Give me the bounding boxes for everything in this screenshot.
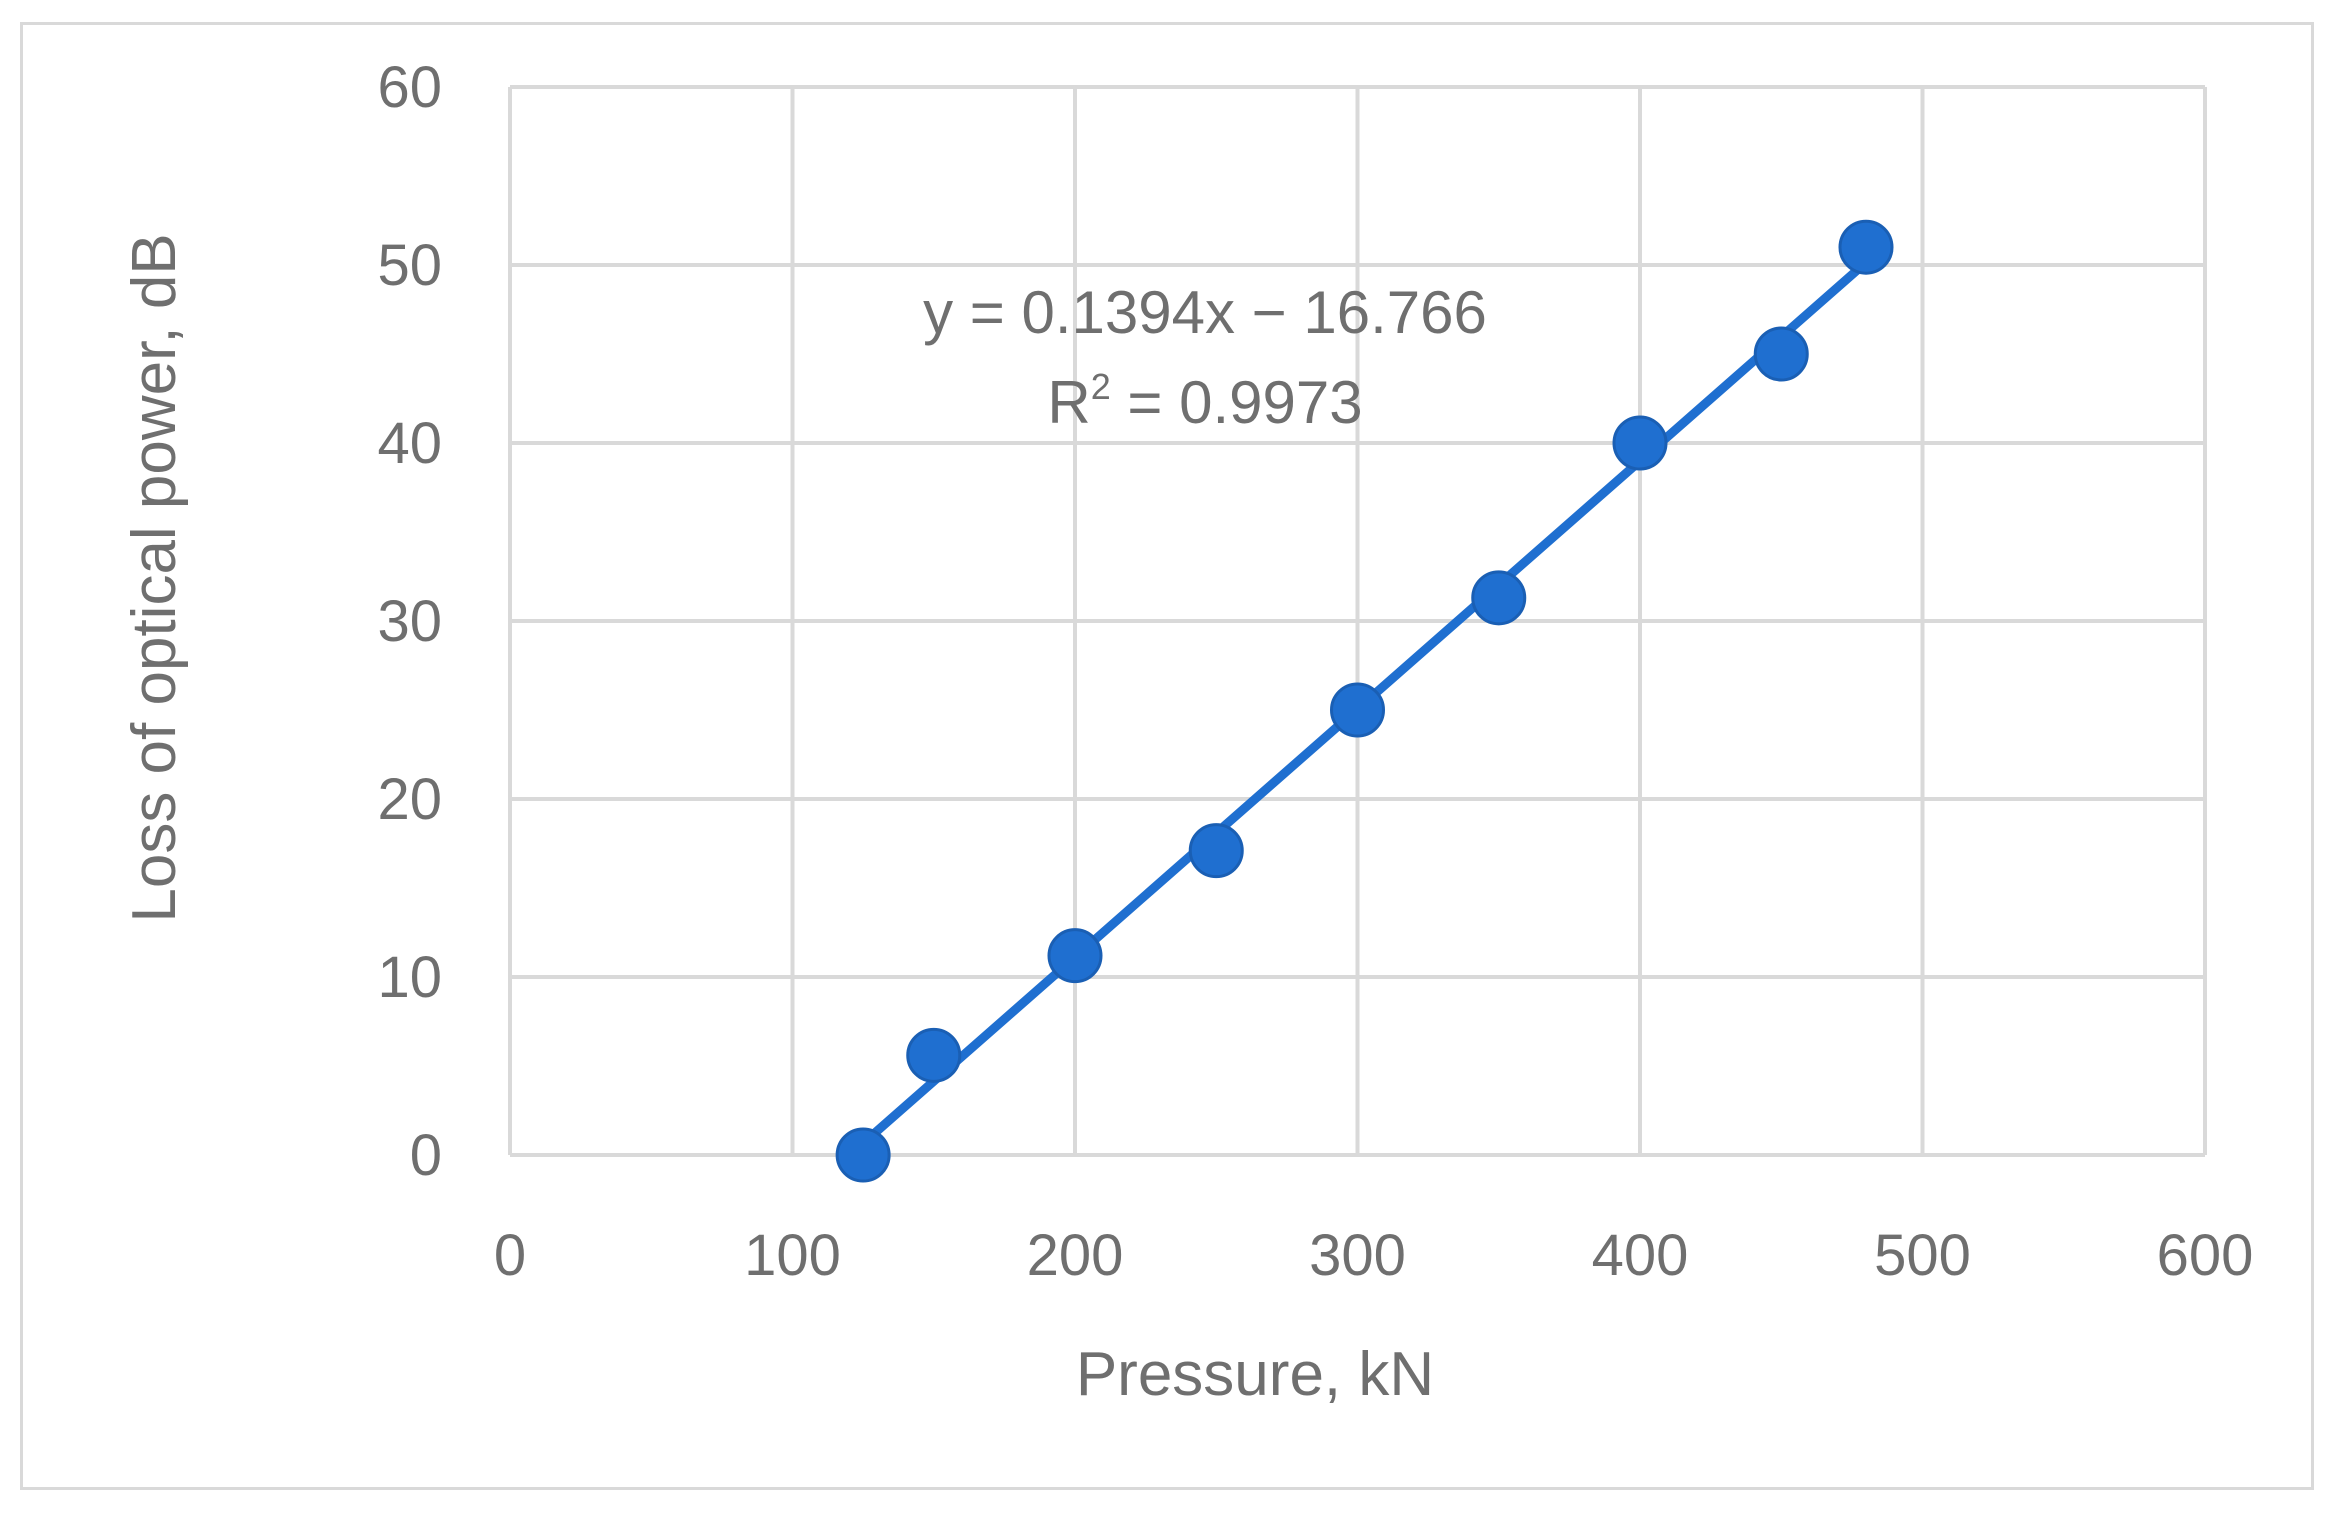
gridlines	[508, 85, 2207, 1157]
r-squared-sup: 2	[1091, 366, 1111, 407]
data-point	[1753, 326, 1809, 382]
data-point	[1471, 570, 1527, 626]
data-point	[1330, 682, 1385, 738]
y-tick-label: 30	[377, 589, 442, 654]
trendline-equation: y = 0.1394x − 16.766	[923, 279, 1487, 346]
data-point	[1612, 415, 1668, 471]
y-tick-label: 20	[377, 767, 442, 832]
y-axis-ticks: 0 10 20 30 40 50 60	[377, 55, 442, 1188]
data-point	[906, 1027, 962, 1083]
x-tick-label: 500	[1874, 1223, 1971, 1288]
x-tick-label: 400	[1592, 1223, 1689, 1288]
data-point	[1838, 219, 1894, 275]
x-tick-label: 300	[1309, 1223, 1406, 1288]
y-tick-label: 40	[377, 411, 442, 476]
x-tick-label: 100	[744, 1223, 841, 1288]
r-squared-label: R2 = 0.9973	[1047, 366, 1362, 436]
data-point	[1047, 928, 1103, 984]
x-axis-ticks: 0 100 200 300 400 500 600	[494, 1223, 2254, 1288]
x-tick-label: 0	[494, 1223, 526, 1288]
x-axis-title: Pressure, kN	[1076, 1340, 1434, 1409]
x-tick-label: 600	[2157, 1223, 2254, 1288]
y-tick-label: 10	[377, 945, 442, 1010]
r-squared-prefix: R	[1047, 369, 1090, 436]
r-squared-value: = 0.9973	[1111, 369, 1363, 436]
data-point	[835, 1127, 891, 1183]
data-points	[835, 219, 1894, 1183]
y-tick-label: 50	[377, 233, 442, 298]
y-tick-label: 0	[410, 1123, 442, 1188]
y-tick-label: 60	[377, 55, 442, 120]
y-axis-title: Loss of optical power, dB	[120, 233, 189, 922]
data-point	[1188, 823, 1244, 879]
x-tick-label: 200	[1027, 1223, 1124, 1288]
